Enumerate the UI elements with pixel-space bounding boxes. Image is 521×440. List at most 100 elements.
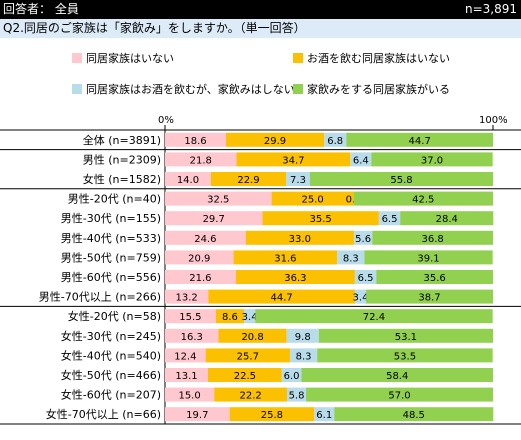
bar-1-0 [165,152,237,167]
value-label-12-0: 13.1 [175,371,197,382]
bar-1-1 [236,152,351,167]
value-label-4-1: 35.5 [310,214,332,225]
bar-7-2 [354,270,377,284]
bar-14-2 [314,407,335,422]
bar-6-3 [364,250,493,265]
category-label-4: 男性-30代 (n=155) [61,211,161,225]
value-label-13-2: 5.8 [289,391,305,402]
category-label-13: 女性-60代 (n=207) [61,388,161,402]
value-label-13-1: 22.2 [239,391,261,402]
value-label-13-0: 15.0 [178,391,200,402]
legend-item-3: 同居家族はお酒を飲むが、家飲みはしない [72,83,295,97]
bar-8-3 [366,289,493,304]
value-label-5-1: 33.0 [289,234,311,245]
category-label-14: 女性-70代以上 (n=66) [46,407,161,421]
bar-8-1 [208,289,355,304]
value-label-11-2: 8.3 [296,351,312,362]
bar-3-3 [353,191,493,206]
value-label-9-2: 3.4 [242,312,258,323]
bar-0-1 [226,132,325,147]
bar-8-0 [165,289,209,304]
bar-6-1 [233,250,338,265]
bar-5-3 [372,230,493,245]
value-label-11-0: 12.4 [174,351,196,362]
legend-label-4: 家飲みをする同居家族がいる [307,83,450,96]
category-label-11: 女性-40代 (n=540) [61,348,161,362]
legend-swatch-2 [293,53,303,63]
value-label-12-2: 6.0 [284,371,300,382]
value-label-10-3: 53.1 [395,332,417,343]
value-label-7-1: 36.3 [284,273,306,284]
bar-4-0 [165,211,263,226]
bar-13-1 [214,387,288,402]
value-label-5-0: 24.6 [194,234,216,245]
bar-0-3 [346,132,493,147]
value-label-9-3: 72.4 [363,312,385,323]
value-label-1-2: 6.4 [353,155,369,166]
bar-10-2 [286,328,319,343]
category-label-0: 全体 (n=3891) [83,133,161,147]
category-label-9: 女性-20代 (n=58) [68,309,161,323]
legend: 同居家族はいない お酒を飲む同居家族はいない 同居家族はお酒を飲むが、家飲みはし… [0,50,521,102]
sample-size: n=3,891 [464,2,517,16]
value-label-2-2: 7.3 [290,175,306,186]
value-label-11-1: 25.7 [237,351,259,362]
value-label-0-0: 18.6 [184,136,206,147]
category-label-1: 男性 (n=2309) [83,152,161,166]
legend-label-2: お酒を飲む同居家族はいない [307,52,450,65]
value-label-12-1: 22.5 [234,371,256,382]
bar-13-0 [165,387,215,402]
respondent-label: 回答者： 全員 [3,2,79,16]
bar-12-3 [301,368,493,382]
value-label-1-1: 34.7 [282,155,304,166]
legend-swatch-1 [72,53,82,63]
value-label-0-3: 44.7 [409,136,431,147]
bar-2-1 [210,172,287,186]
bar-8-2 [354,289,367,304]
legend-swatch-3 [72,84,82,94]
bar-7-0 [165,270,236,284]
value-label-2-0: 14.0 [177,175,199,186]
bar-13-2 [287,387,307,402]
bar-11-0 [165,348,206,363]
axis-max-label: 100% [479,115,508,126]
value-label-10-1: 20.8 [241,332,263,343]
value-label-8-2: 3.4 [353,293,369,304]
category-label-2: 女性 (n=1582) [83,172,161,186]
value-label-2-1: 22.9 [237,175,259,186]
bar-11-3 [317,348,493,363]
value-label-7-2: 6.5 [358,273,374,284]
value-label-5-3: 36.8 [422,234,444,245]
bar-5-2 [353,230,373,245]
value-label-2-3: 55.8 [390,175,412,186]
header-bar: 回答者： 全員 n=3,891 [0,0,521,19]
bar-0-2 [324,132,347,147]
value-label-6-0: 20.9 [188,253,210,264]
value-label-8-1: 44.7 [270,293,292,304]
bar-6-0 [165,250,234,265]
value-label-1-0: 21.8 [190,155,212,166]
value-label-14-2: 6.1 [316,410,332,421]
bar-4-2 [378,211,401,226]
legend-item-4: 家飲みをする同居家族がいる [293,83,450,97]
bar-12-1 [207,368,282,382]
bar-9-0 [165,309,216,324]
bar-12-0 [165,368,208,382]
value-label-10-0: 16.3 [181,332,203,343]
bar-3-1 [271,191,354,206]
value-label-8-3: 38.7 [418,293,440,304]
bar-13-3 [306,387,493,402]
value-label-3-1: 25.0 [301,195,323,206]
bar-9-3 [255,309,493,324]
value-label-7-0: 21.6 [189,273,211,284]
legend-label-3: 同居家族はお酒を飲むが、家飲みはしない [86,83,295,96]
bar-5-1 [245,230,354,245]
bar-10-3 [318,328,493,343]
bar-2-0 [165,172,211,186]
value-label-8-0: 13.2 [176,293,198,304]
bar-11-1 [205,348,290,363]
bar-2-2 [286,172,310,186]
category-label-3: 男性-20代 (n=40) [68,192,161,206]
bar-14-3 [334,407,494,422]
value-label-10-2: 9.8 [295,332,311,343]
